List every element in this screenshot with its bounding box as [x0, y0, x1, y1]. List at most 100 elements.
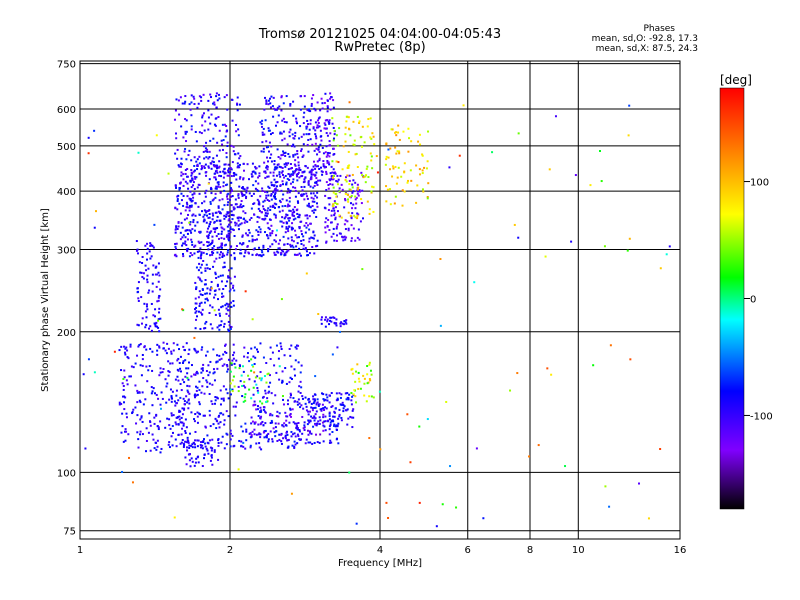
data-point	[211, 463, 214, 466]
data-point	[183, 407, 186, 410]
data-point	[268, 228, 271, 231]
data-point	[253, 247, 256, 250]
data-point	[336, 144, 339, 147]
data-point	[277, 350, 280, 353]
data-point	[516, 372, 519, 375]
data-point	[229, 393, 232, 396]
data-point	[313, 252, 316, 255]
data-point	[328, 323, 331, 326]
data-point	[167, 443, 170, 446]
data-point	[192, 170, 195, 173]
data-point	[214, 165, 217, 168]
data-point	[216, 215, 219, 218]
data-point	[305, 127, 308, 130]
data-point	[342, 323, 345, 326]
data-point	[346, 193, 349, 196]
data-point	[195, 385, 198, 388]
data-point	[221, 295, 224, 298]
data-point	[264, 217, 267, 220]
data-point	[319, 143, 322, 146]
data-point	[268, 129, 271, 132]
data-point	[327, 218, 330, 221]
data-point	[214, 192, 217, 195]
data-point	[284, 411, 287, 414]
data-point	[329, 316, 332, 319]
data-point	[285, 163, 288, 166]
data-point	[260, 249, 263, 252]
data-point	[156, 349, 159, 352]
data-point	[251, 235, 254, 238]
data-point	[331, 160, 334, 163]
data-point	[207, 235, 210, 238]
data-point	[137, 299, 140, 302]
data-point	[184, 456, 187, 459]
data-point	[204, 147, 207, 150]
data-point	[288, 381, 291, 384]
data-point	[592, 364, 595, 367]
data-point	[232, 145, 235, 148]
data-point	[394, 146, 397, 149]
data-point	[293, 145, 296, 148]
data-point	[171, 431, 174, 434]
data-point	[338, 232, 341, 235]
data-point	[174, 438, 177, 441]
data-point	[332, 99, 335, 102]
data-point	[312, 211, 315, 214]
data-point	[199, 257, 202, 260]
data-point	[306, 423, 309, 426]
data-point	[219, 170, 222, 173]
data-point	[123, 401, 126, 404]
data-point	[165, 385, 168, 388]
data-point	[218, 253, 221, 256]
data-point	[217, 441, 220, 444]
data-point	[182, 204, 185, 207]
data-point	[416, 184, 419, 187]
data-point	[181, 102, 184, 105]
data-point	[272, 195, 275, 198]
data-point	[282, 102, 285, 105]
data-point	[284, 151, 287, 154]
data-point	[321, 170, 324, 173]
data-point	[259, 121, 262, 124]
data-point	[240, 425, 243, 428]
data-point	[325, 170, 328, 173]
data-point	[235, 178, 238, 181]
data-point	[254, 376, 257, 379]
data-point	[347, 229, 350, 232]
data-point	[260, 125, 263, 128]
data-point	[226, 212, 229, 215]
data-point	[176, 359, 179, 362]
data-point	[322, 152, 325, 155]
data-point	[289, 243, 292, 246]
data-point	[266, 373, 269, 376]
data-point	[285, 419, 288, 422]
data-point	[278, 171, 281, 174]
data-point	[283, 163, 286, 166]
data-point	[302, 244, 305, 247]
data-point	[118, 403, 121, 406]
data-point	[220, 246, 223, 249]
data-point	[245, 428, 248, 431]
data-point	[262, 356, 265, 359]
data-point	[295, 426, 298, 429]
data-point	[375, 155, 378, 158]
data-point	[320, 407, 323, 410]
data-point	[292, 186, 295, 189]
data-point	[302, 143, 305, 146]
data-point	[328, 433, 331, 436]
data-point	[368, 208, 371, 211]
data-point	[289, 163, 292, 166]
data-point	[233, 252, 236, 255]
data-point	[155, 414, 158, 417]
data-point	[184, 240, 187, 243]
data-point	[149, 421, 152, 424]
data-point	[300, 239, 303, 242]
data-point	[417, 140, 420, 143]
data-point	[319, 179, 322, 182]
data-point	[294, 195, 297, 198]
data-point	[280, 166, 283, 169]
data-point	[213, 221, 216, 224]
data-point	[238, 103, 241, 106]
data-point	[225, 302, 228, 305]
data-point	[226, 433, 229, 436]
